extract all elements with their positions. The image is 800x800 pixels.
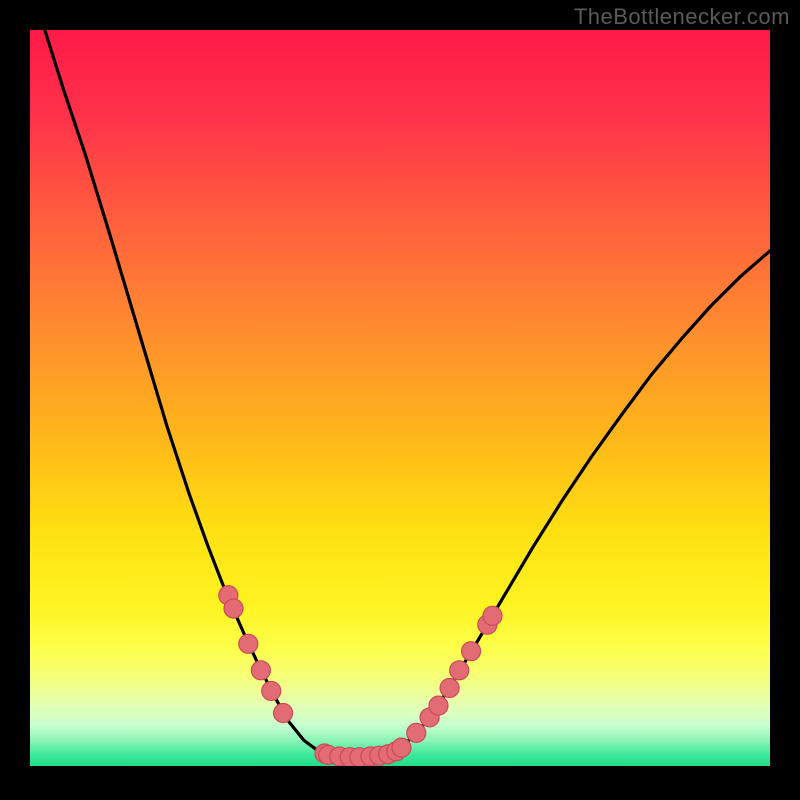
watermark-text: TheBottlenecker.com — [574, 4, 790, 30]
data-marker — [407, 723, 426, 742]
data-marker — [450, 661, 469, 680]
chart-container: TheBottlenecker.com — [0, 0, 800, 800]
data-marker — [274, 704, 293, 723]
data-marker — [462, 642, 481, 661]
data-marker — [224, 599, 243, 618]
data-marker — [251, 661, 270, 680]
bottleneck-chart — [30, 30, 770, 766]
gradient-background — [30, 30, 770, 766]
data-marker — [239, 634, 258, 653]
data-marker — [483, 606, 502, 625]
plot-area — [30, 30, 770, 766]
data-marker — [440, 678, 459, 697]
data-marker — [262, 681, 281, 700]
data-marker — [429, 696, 448, 715]
data-marker — [392, 738, 411, 757]
